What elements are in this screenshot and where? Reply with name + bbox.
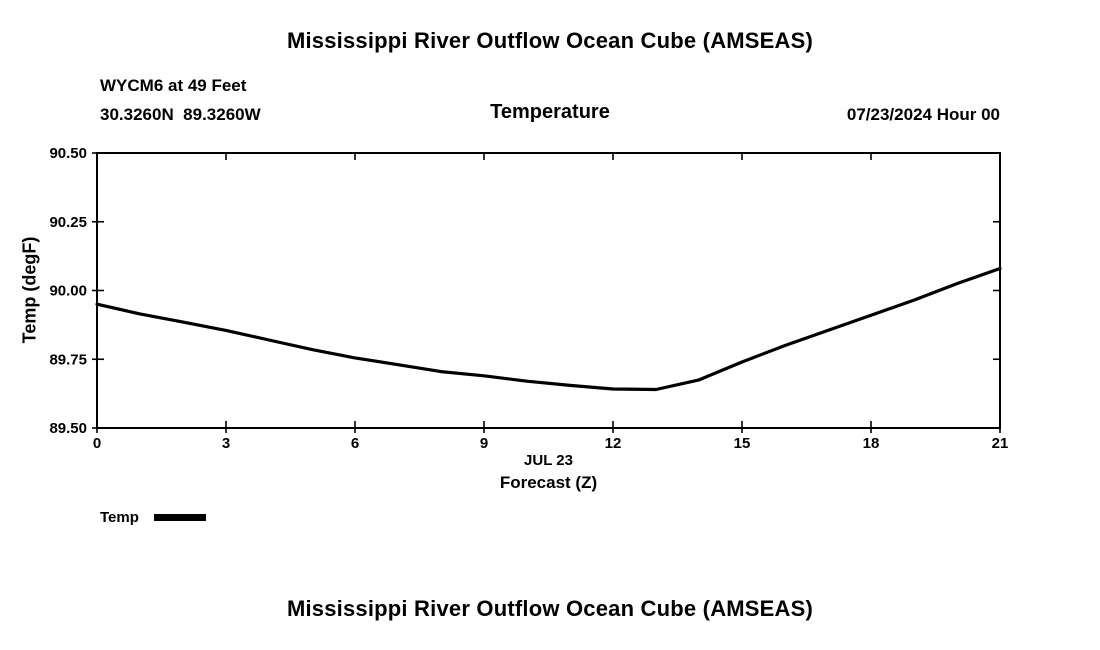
y-tick-label: 90.50 (49, 145, 87, 162)
legend-line-swatch (153, 514, 206, 521)
chart-title: Temperature (490, 101, 610, 123)
x-tick-label: 18 (863, 435, 880, 452)
temperature-chart: 0 3 6 9 12 15 18 21 89.50 89.75 90.00 90.25 90.50 (49, 145, 1008, 452)
footer-title: Mississippi River Outflow Ocean Cube (AM… (286, 596, 814, 621)
plot-frame (96, 152, 1001, 429)
page-title: Mississippi River Outflow Ocean Cube (AM… (286, 28, 814, 53)
legend-label: Temp (100, 509, 139, 526)
x-axis-label: Forecast (Z) (499, 473, 598, 492)
legend: Temp (100, 509, 206, 526)
coordinates-label: 30.3260N 89.3260W (100, 105, 261, 124)
station-label: WYCM6 at 49 Feet (100, 76, 247, 95)
x-tick-label: 0 (93, 435, 101, 452)
x-tick-label: 3 (222, 435, 230, 452)
x-tick-label: 15 (734, 435, 751, 452)
x-tick-label: 6 (351, 435, 359, 452)
temp-line (95, 266, 1002, 392)
y-tick-label: 89.50 (49, 420, 87, 437)
datetime-label: 07/23/2024 Hour 00 (846, 105, 1000, 124)
x-axis-date-label: JUL 23 (524, 452, 573, 469)
y-tick-label: 90.00 (49, 283, 87, 300)
x-tick-label: 12 (605, 435, 622, 452)
x-tick-label: 21 (992, 435, 1009, 452)
y-tick-label: 90.25 (49, 214, 87, 231)
y-axis-label: Temp (degF) (19, 236, 40, 344)
x-tick-label: 9 (480, 435, 488, 452)
y-tick-label: 89.75 (49, 351, 87, 368)
